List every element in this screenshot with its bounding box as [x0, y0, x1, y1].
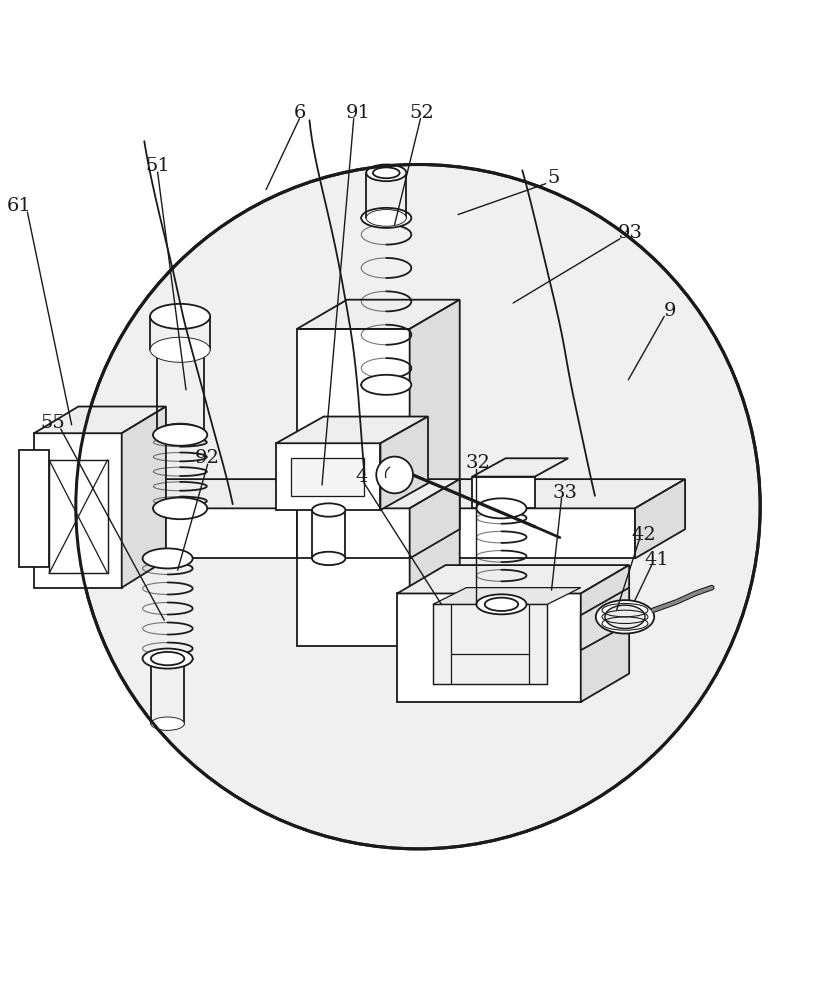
- Ellipse shape: [153, 497, 207, 519]
- Polygon shape: [297, 329, 410, 646]
- Polygon shape: [276, 443, 380, 510]
- Polygon shape: [34, 407, 166, 433]
- Ellipse shape: [596, 600, 655, 634]
- Ellipse shape: [477, 498, 527, 518]
- Ellipse shape: [312, 552, 345, 565]
- Ellipse shape: [477, 594, 527, 614]
- Ellipse shape: [366, 164, 406, 181]
- Polygon shape: [291, 458, 364, 496]
- Text: 92: 92: [196, 449, 220, 467]
- Circle shape: [76, 164, 760, 849]
- Ellipse shape: [143, 649, 192, 669]
- Ellipse shape: [485, 598, 518, 611]
- Text: 52: 52: [410, 104, 435, 122]
- Polygon shape: [380, 417, 428, 510]
- Polygon shape: [410, 300, 460, 646]
- Polygon shape: [276, 417, 428, 443]
- Polygon shape: [397, 593, 581, 702]
- Text: 51: 51: [145, 157, 170, 175]
- Polygon shape: [433, 588, 581, 604]
- Ellipse shape: [366, 210, 406, 226]
- Text: 93: 93: [618, 224, 643, 242]
- Ellipse shape: [373, 167, 400, 178]
- Polygon shape: [122, 407, 166, 588]
- Text: 32: 32: [466, 454, 491, 472]
- Text: 55: 55: [40, 414, 65, 432]
- Text: 5: 5: [547, 169, 559, 187]
- Ellipse shape: [151, 717, 184, 730]
- Polygon shape: [84, 479, 685, 508]
- Polygon shape: [297, 300, 460, 329]
- Ellipse shape: [605, 605, 645, 629]
- Polygon shape: [297, 508, 410, 558]
- Ellipse shape: [312, 503, 345, 517]
- Text: 41: 41: [645, 551, 669, 569]
- Ellipse shape: [361, 208, 411, 228]
- Polygon shape: [472, 458, 568, 477]
- Text: 4: 4: [355, 468, 368, 486]
- Ellipse shape: [361, 375, 411, 395]
- Polygon shape: [581, 588, 630, 650]
- Polygon shape: [581, 565, 630, 702]
- Text: 91: 91: [345, 104, 370, 122]
- Polygon shape: [84, 508, 635, 558]
- Polygon shape: [397, 565, 630, 593]
- Polygon shape: [635, 479, 685, 558]
- Polygon shape: [472, 477, 535, 508]
- Polygon shape: [433, 604, 548, 684]
- Polygon shape: [49, 460, 108, 573]
- Ellipse shape: [143, 548, 192, 568]
- Text: 9: 9: [664, 302, 676, 320]
- Ellipse shape: [151, 652, 184, 665]
- Ellipse shape: [150, 304, 210, 329]
- Ellipse shape: [157, 423, 203, 443]
- Ellipse shape: [157, 340, 203, 360]
- Polygon shape: [19, 450, 49, 567]
- Polygon shape: [410, 479, 460, 558]
- Ellipse shape: [150, 337, 210, 362]
- Text: 61: 61: [7, 197, 32, 215]
- Ellipse shape: [153, 424, 207, 446]
- Text: 33: 33: [553, 484, 578, 502]
- Ellipse shape: [312, 552, 345, 565]
- Circle shape: [376, 457, 413, 493]
- Polygon shape: [297, 479, 460, 508]
- Ellipse shape: [485, 644, 518, 657]
- Text: 42: 42: [631, 526, 655, 544]
- Text: 6: 6: [293, 104, 306, 122]
- Polygon shape: [34, 433, 122, 588]
